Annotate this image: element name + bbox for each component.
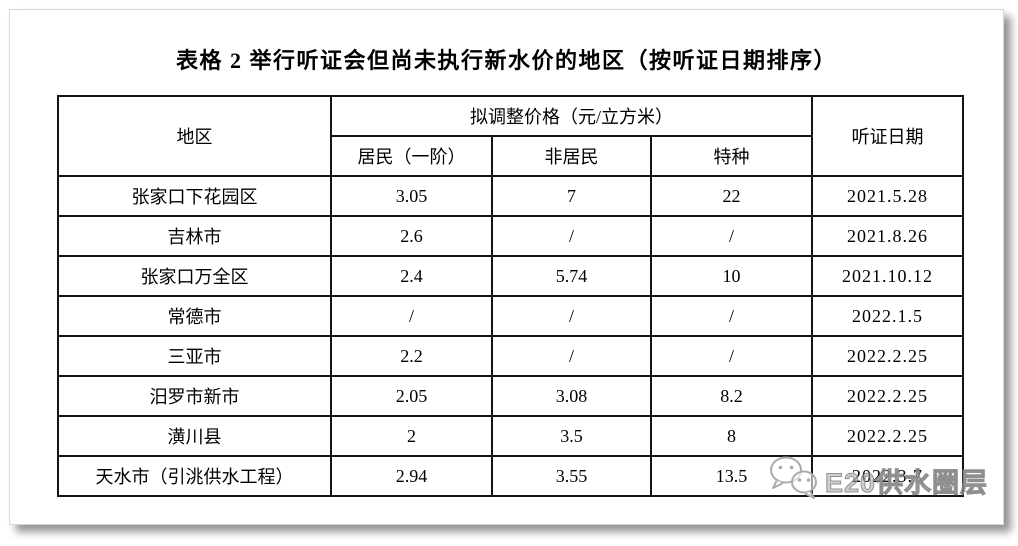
cell-hearing-date: 2022.3.7 [811,455,964,497]
cell-resident: 2.4 [330,255,493,297]
cell-resident: 2.94 [330,455,493,497]
document-page: 表格 2 举行听证会但尚未执行新水价的地区（按听证日期排序） 地区 拟调整价格（… [9,9,1004,525]
cell-non-resident: / [491,215,652,257]
cell-region: 吉林市 [57,215,332,257]
cell-hearing-date: 2021.5.28 [811,175,964,217]
cell-resident: 2.05 [330,375,493,417]
cell-region: 常德市 [57,295,332,337]
table-row: 天水市（引洮供水工程） 2.94 3.55 13.5 2022.3.7 [57,455,964,497]
cell-region: 汨罗市新市 [57,375,332,417]
cell-special: 13.5 [650,455,813,497]
table-row: 张家口万全区 2.4 5.74 10 2021.10.12 [57,255,964,297]
header-non-resident: 非居民 [491,135,652,177]
cell-special: / [650,335,813,377]
cell-resident: 3.05 [330,175,493,217]
cell-hearing-date: 2022.2.25 [811,415,964,457]
cell-non-resident: 3.08 [491,375,652,417]
cell-resident: 2 [330,415,493,457]
table-row: 吉林市 2.6 / / 2021.8.26 [57,215,964,257]
header-row-1: 地区 拟调整价格（元/立方米） 听证日期 [57,95,964,177]
table-row: 汨罗市新市 2.05 3.08 8.2 2022.2.25 [57,375,964,417]
cell-non-resident: 3.55 [491,455,652,497]
cell-special: / [650,215,813,257]
table-row: 常德市 / / / 2022.1.5 [57,295,964,337]
cell-non-resident: / [491,335,652,377]
header-row-2: 居民（一阶） 非居民 特种 [58,135,963,177]
cell-region: 张家口下花园区 [57,175,332,217]
cell-non-resident: / [491,295,652,337]
table-title: 表格 2 举行听证会但尚未执行新水价的地区（按听证日期排序） [175,48,837,73]
cell-special: / [650,295,813,337]
cell-region: 三亚市 [57,335,332,377]
cell-hearing-date: 2021.10.12 [811,255,964,297]
header-hearing-date: 听证日期 [811,95,964,177]
water-price-table: 地区 拟调整价格（元/立方米） 听证日期 居民（一阶） 非居民 特种 张家口下花… [57,95,964,497]
header-price-group: 拟调整价格（元/立方米） [330,95,813,137]
cell-hearing-date: 2022.1.5 [811,295,964,337]
cell-special: 8.2 [650,375,813,417]
cell-resident: / [330,295,493,337]
cell-special: 8 [650,415,813,457]
cell-region: 潢川县 [57,415,332,457]
cell-resident: 2.6 [330,215,493,257]
header-region: 地区 [57,95,332,177]
cell-region: 张家口万全区 [57,255,332,297]
cell-non-resident: 7 [491,175,652,217]
cell-region: 天水市（引洮供水工程） [57,455,332,497]
table-row: 三亚市 2.2 / / 2022.2.25 [57,335,964,377]
header-resident: 居民（一阶） [330,135,493,177]
table-row: 张家口下花园区 3.05 7 22 2021.5.28 [57,175,964,217]
cell-special: 10 [650,255,813,297]
cell-hearing-date: 2022.2.25 [811,375,964,417]
cell-non-resident: 3.5 [491,415,652,457]
header-special: 特种 [650,135,813,177]
cell-hearing-date: 2022.2.25 [811,335,964,377]
cell-non-resident: 5.74 [491,255,652,297]
cell-resident: 2.2 [330,335,493,377]
cell-special: 22 [650,175,813,217]
table-row: 潢川县 2 3.5 8 2022.2.25 [57,415,964,457]
cell-hearing-date: 2021.8.26 [811,215,964,257]
